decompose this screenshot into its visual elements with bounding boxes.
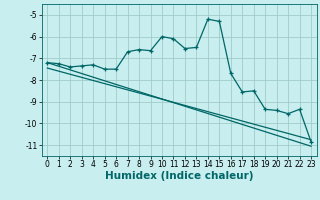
- X-axis label: Humidex (Indice chaleur): Humidex (Indice chaleur): [105, 171, 253, 181]
